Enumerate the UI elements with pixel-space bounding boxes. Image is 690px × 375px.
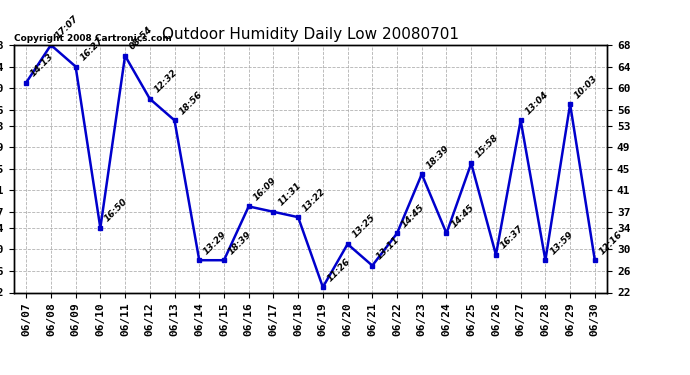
Text: 10:03: 10:03 — [573, 74, 600, 100]
Text: 18:56: 18:56 — [177, 90, 204, 116]
Text: 17:07: 17:07 — [54, 14, 80, 41]
Text: 13:04: 13:04 — [524, 90, 550, 116]
Text: 12:16: 12:16 — [598, 230, 624, 256]
Text: 14:13: 14:13 — [29, 52, 56, 78]
Text: 14:45: 14:45 — [400, 202, 426, 229]
Text: 13:29: 13:29 — [202, 230, 228, 256]
Text: 16:27: 16:27 — [79, 36, 105, 62]
Text: 13:59: 13:59 — [548, 230, 575, 256]
Text: 14:45: 14:45 — [449, 202, 476, 229]
Text: Copyright 2008 Cartronics.com: Copyright 2008 Cartronics.com — [14, 33, 172, 42]
Title: Outdoor Humidity Daily Low 20080701: Outdoor Humidity Daily Low 20080701 — [162, 27, 459, 42]
Text: 13:11: 13:11 — [375, 235, 402, 261]
Text: 16:09: 16:09 — [251, 176, 278, 202]
Text: 13:22: 13:22 — [301, 186, 328, 213]
Text: 11:26: 11:26 — [326, 256, 353, 283]
Text: 16:37: 16:37 — [499, 224, 525, 251]
Text: 12:32: 12:32 — [152, 68, 179, 94]
Text: 18:39: 18:39 — [227, 230, 253, 256]
Text: 13:25: 13:25 — [351, 213, 377, 240]
Text: 18:39: 18:39 — [424, 143, 451, 170]
Text: 11:31: 11:31 — [276, 181, 303, 208]
Text: 16:50: 16:50 — [103, 197, 130, 224]
Text: 15:58: 15:58 — [474, 133, 501, 159]
Text: 08:54: 08:54 — [128, 25, 155, 52]
